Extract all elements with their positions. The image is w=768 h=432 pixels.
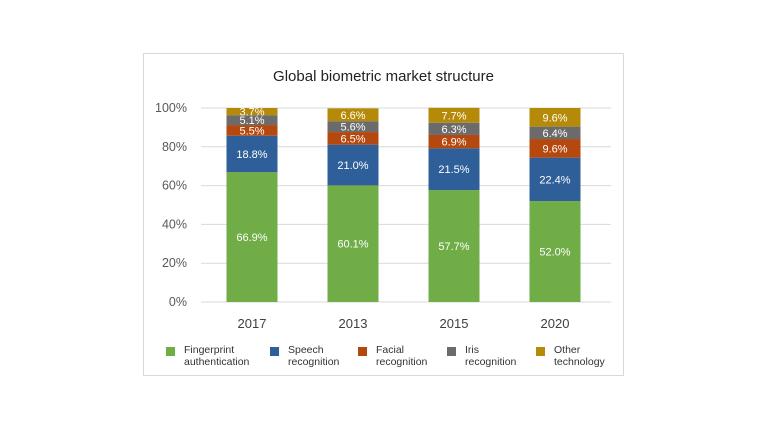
legend-label-line: Iris (465, 344, 479, 356)
legend-label: Iris recognition (465, 344, 555, 368)
legend-swatch (358, 347, 367, 356)
bar-segment (529, 108, 581, 127)
bar-segment (327, 132, 379, 145)
data-label: 3.7% (239, 107, 264, 119)
bar-segment (327, 121, 379, 133)
x-tick-label: 2013 (339, 316, 368, 331)
bar-segment (226, 108, 278, 116)
data-label: 18.8% (236, 149, 267, 161)
legend-swatch (166, 347, 175, 356)
y-tick-label: 80% (162, 140, 187, 154)
data-label: 7.7% (441, 110, 466, 122)
data-label: 6.4% (542, 128, 567, 140)
bar-segment (428, 122, 480, 135)
data-label: 5.6% (340, 122, 365, 134)
bar-segment (428, 148, 480, 191)
bar-segment (226, 115, 278, 126)
legend-label-line: Facial (376, 344, 405, 356)
bar-segment (226, 135, 278, 173)
legend-swatch (270, 347, 279, 356)
legend-label: Fingerprint authentication (184, 344, 274, 368)
data-label: 21.0% (337, 160, 368, 172)
y-tick-label: 20% (162, 256, 187, 270)
legend-label-line: technology (554, 356, 605, 368)
data-label: 22.4% (539, 174, 570, 186)
x-tick-label: 2017 (238, 316, 267, 331)
y-tick-label: 60% (162, 179, 187, 193)
bar-segment (327, 185, 379, 302)
bar-segment (428, 107, 480, 123)
y-tick-label: 0% (169, 295, 187, 309)
data-label: 6.9% (441, 137, 466, 149)
legend-label-line: Other (554, 344, 581, 356)
x-tick-label: 2020 (541, 316, 570, 331)
bar-segment (529, 157, 581, 202)
legend-label: Other technology (554, 344, 644, 368)
data-label: 9.6% (542, 143, 567, 155)
legend-swatch (447, 347, 456, 356)
data-label: 6.6% (340, 110, 365, 122)
legend-label-line: recognition (465, 356, 517, 368)
data-label: 5.5% (239, 125, 264, 137)
bar-segment (428, 134, 480, 149)
legend-label: Facial recognition (376, 344, 466, 368)
bar-segment (529, 126, 581, 140)
y-tick-label: 40% (162, 217, 187, 231)
data-label: 66.9% (236, 232, 267, 244)
data-label: 6.3% (441, 124, 466, 136)
bar-segment (226, 125, 278, 136)
y-tick-label: 100% (155, 101, 187, 115)
legend-label-line: recognition (376, 356, 428, 368)
legend-label-line: Fingerprint (184, 344, 235, 356)
bar-segment (226, 172, 278, 302)
data-label: 9.6% (542, 112, 567, 124)
data-label: 57.7% (438, 241, 469, 253)
bar-segment (529, 139, 581, 158)
legend: Fingerprint authentication Speech recogniti… (166, 344, 616, 374)
legend-swatch (536, 347, 545, 356)
bar-segment (529, 201, 581, 302)
legend-label-line: recognition (288, 356, 340, 368)
data-label: 5.1% (239, 115, 264, 127)
bar-segment (327, 144, 379, 186)
chart-frame: Global biometric market structure 0% 20% 4… (143, 53, 624, 376)
data-label: 6.5% (340, 133, 365, 145)
legend-label: Speech recognition (288, 344, 378, 368)
bar-segment (327, 108, 379, 122)
plot-area: 0% 20% 40% 60% 80% 100% 66.9% 18.8% 5.5%5.1%3.7%… (155, 101, 611, 331)
bar-segment (428, 190, 480, 302)
legend-label-line: Speech (288, 344, 324, 356)
x-tick-label: 2015 (440, 316, 469, 331)
legend-label-line: authentication (184, 356, 250, 368)
data-label: 60.1% (337, 239, 368, 251)
data-label: 21.5% (438, 164, 469, 176)
data-label: 52.0% (539, 247, 570, 259)
chart-title: Global biometric market structure (273, 68, 494, 85)
